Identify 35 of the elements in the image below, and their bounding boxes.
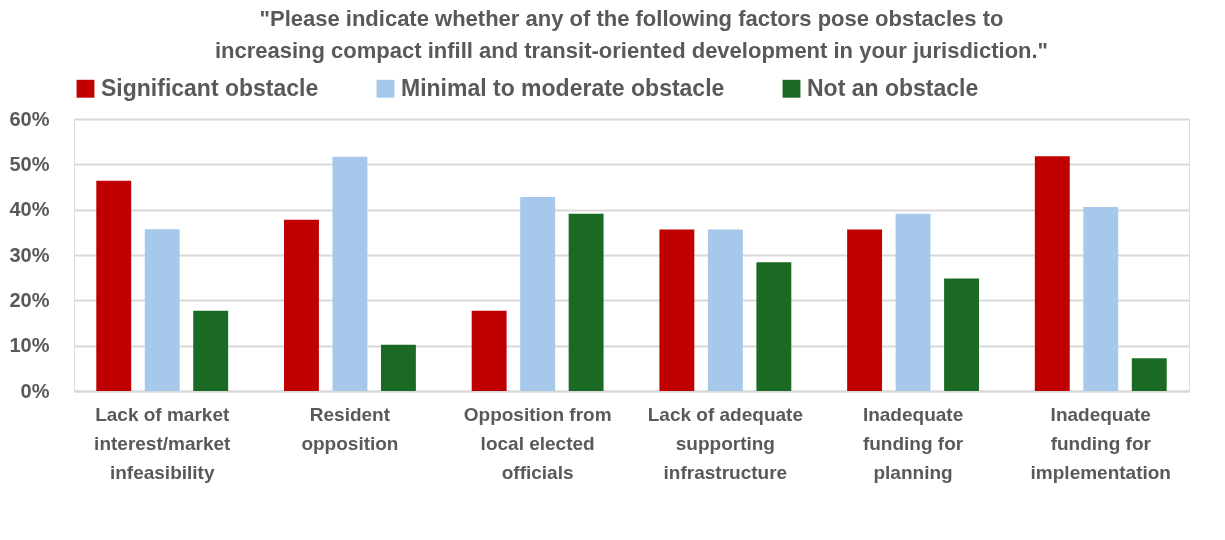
bar (944, 278, 979, 391)
y-tick-label: 50% (9, 152, 50, 175)
bar (284, 219, 319, 391)
legend-label: Not an obstacle (807, 74, 979, 101)
bar (332, 156, 368, 391)
bar (1034, 156, 1070, 391)
bar (1083, 206, 1119, 391)
bar (471, 310, 507, 391)
y-tick-label: 20% (9, 288, 50, 311)
bar (193, 310, 229, 391)
x-tick-label: Inadequate funding for implementation (1030, 403, 1171, 483)
y-tick-label: 10% (9, 334, 50, 357)
y-tick-label: 60% (9, 107, 50, 130)
bar (380, 344, 416, 391)
x-tick-label: Inadequate funding for planning (862, 403, 964, 483)
x-tick-label: Resident opposition (301, 403, 399, 454)
bar (96, 180, 132, 391)
bar (568, 213, 604, 391)
x-tick-label: Lack of market interest/market infeasibility (94, 403, 232, 483)
bar (144, 229, 180, 391)
bar (520, 196, 556, 391)
y-tick-label: 0% (20, 379, 50, 402)
legend-label: Significant obstacle (101, 74, 319, 101)
chart-title: "Please indicate whether any of the following factors pose obstacles to increasing compact infill and transit-oriented development in your jurisdiction." (214, 6, 1049, 63)
y-tick-label: 30% (9, 243, 50, 266)
bar (756, 262, 792, 391)
bar (707, 229, 743, 391)
bar (895, 213, 931, 391)
bar (847, 229, 883, 391)
bar (1131, 358, 1167, 391)
bar (659, 229, 695, 391)
x-tick-label: Lack of adequate supporting infrastructure (647, 403, 803, 483)
legend-label: Minimal to moderate obstacle (401, 74, 725, 101)
x-tick-label: Opposition from local elected officials (463, 403, 612, 483)
y-tick-label: 40% (9, 198, 50, 221)
